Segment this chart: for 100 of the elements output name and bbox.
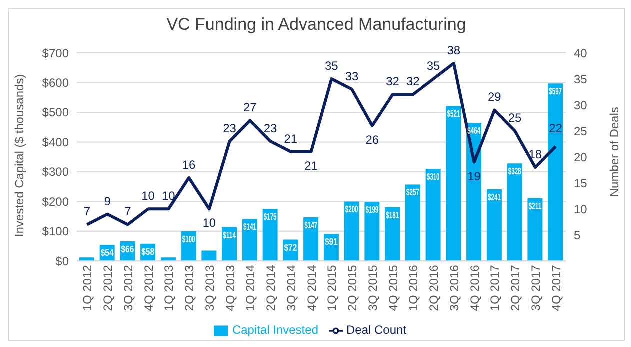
y-tick-label: $400 — [42, 135, 70, 150]
y-tick-label: $100 — [42, 224, 70, 239]
x-tick-label: 2Q 2016 — [427, 264, 442, 312]
x-tick-label: 3Q 2012 — [121, 264, 136, 312]
legend-label: Capital Invested — [232, 323, 318, 338]
bar — [548, 84, 564, 262]
y-axis-title: Invested Capital ($ thousands) — [12, 74, 26, 238]
data-label: 18 — [528, 147, 542, 162]
data-label: $200 — [345, 204, 366, 216]
chart-title: VC Funding in Advanced Manufacturing — [166, 14, 468, 35]
data-label: $241 — [488, 192, 510, 204]
y2-tick-label: 10 — [574, 202, 588, 216]
data-label: $100 — [182, 234, 204, 246]
data-label: 33 — [345, 69, 360, 84]
data-label: 19 — [468, 169, 482, 184]
x-tick-label: 4Q 2013 — [223, 264, 238, 312]
data-label: $181 — [386, 210, 408, 222]
data-label: 23 — [223, 121, 237, 136]
x-tick-label: 4Q 2012 — [142, 264, 156, 312]
data-label: 10 — [162, 189, 176, 204]
data-label: 10 — [202, 216, 216, 230]
y-tick-label: $0 — [56, 254, 70, 268]
x-tick-label: 3Q 2013 — [202, 264, 217, 312]
data-label: $58 — [142, 246, 158, 258]
x-tick-label: 3Q 2015 — [366, 264, 380, 312]
data-label: 7 — [84, 204, 91, 219]
y2-tick-label: 25 — [574, 124, 588, 138]
data-label: $328 — [508, 166, 530, 178]
bar — [426, 168, 441, 262]
legend-label: Deal Count — [346, 323, 407, 338]
data-label: 32 — [406, 74, 420, 89]
data-label: $257 — [406, 188, 428, 199]
data-label: $147 — [304, 220, 326, 232]
x-tick-label: 3Q 2017 — [528, 264, 543, 312]
data-label: 29 — [488, 90, 502, 104]
x-tick-label: 4Q 2017 — [549, 264, 564, 312]
y2-tick-label: 15 — [574, 176, 588, 190]
data-label: $310 — [426, 172, 448, 183]
data-label: $175 — [264, 212, 285, 224]
data-label: $72 — [284, 242, 300, 254]
data-label: 35 — [325, 59, 339, 74]
data-label: 7 — [124, 204, 132, 219]
y2-tick-label: 40 — [574, 46, 588, 60]
x-tick-label: 1Q 2013 — [162, 264, 176, 312]
y2-tick-label: 30 — [574, 98, 588, 112]
data-label: $54 — [100, 248, 117, 260]
x-tick-label: 2Q 2014 — [264, 264, 278, 312]
x-tick-label: 1Q 2014 — [244, 264, 258, 312]
bar — [405, 184, 420, 262]
bar — [262, 209, 278, 262]
data-label: 35 — [426, 59, 441, 74]
x-tick-label: 1Q 2015 — [325, 264, 340, 312]
y-tick-label: $500 — [42, 106, 70, 120]
data-label: 21 — [284, 132, 298, 146]
y-tick-label: $600 — [42, 76, 70, 90]
data-label: $521 — [447, 109, 468, 120]
x-tick-label: 1Q 2016 — [406, 264, 421, 312]
data-label: $597 — [549, 86, 570, 98]
bar — [486, 190, 502, 262]
y2-tick-label: 35 — [574, 72, 588, 86]
data-label: 9 — [104, 194, 112, 208]
bar — [344, 202, 360, 262]
y-tick-label: $300 — [42, 165, 70, 180]
x-tick-label: 1Q 2017 — [488, 264, 502, 312]
bar — [364, 202, 380, 262]
bar — [202, 250, 217, 262]
data-label: $211 — [528, 201, 550, 212]
y2-axis-title: Number of Deals — [607, 107, 622, 198]
data-label: 26 — [366, 132, 380, 147]
data-label: 38 — [447, 43, 461, 58]
data-label: $199 — [366, 204, 387, 216]
data-label: $114 — [223, 230, 244, 242]
data-label: 22 — [549, 122, 563, 136]
y2-tick-label: 20 — [574, 150, 588, 164]
x-tick-label: 3Q 2016 — [447, 264, 462, 312]
x-tick-label: 4Q 2014 — [304, 264, 319, 312]
data-label: 27 — [244, 100, 258, 115]
bar — [385, 207, 400, 262]
bar — [446, 106, 462, 262]
bar — [507, 164, 522, 262]
y2-tick-label: 5 — [574, 228, 581, 242]
x-tick-label: 4Q 2015 — [386, 264, 400, 312]
y-tick-label: $700 — [42, 46, 70, 60]
data-label: 21 — [304, 158, 318, 173]
data-label: 25 — [508, 111, 522, 126]
x-tick-label: 2Q 2013 — [182, 264, 197, 312]
data-label: 32 — [386, 74, 400, 89]
data-label: $91 — [324, 237, 341, 248]
data-label: 23 — [264, 121, 278, 136]
bar — [528, 198, 543, 262]
data-label: 10 — [142, 189, 156, 204]
data-label: $141 — [243, 222, 265, 234]
x-tick-label: 3Q 2014 — [284, 264, 298, 312]
x-tick-label: 2Q 2012 — [101, 264, 116, 312]
data-label: $66 — [121, 244, 138, 256]
data-label: 16 — [182, 158, 196, 172]
x-tick-label: 1Q 2012 — [80, 264, 95, 312]
bar — [242, 219, 258, 262]
x-tick-label: 2Q 2017 — [508, 264, 523, 312]
y-tick-label: $200 — [42, 194, 70, 209]
